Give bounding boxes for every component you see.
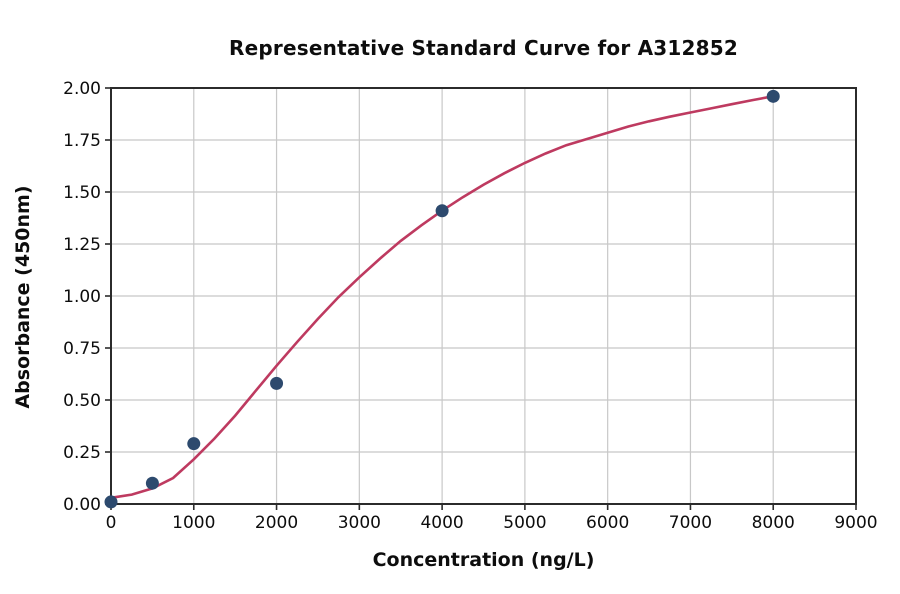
y-tick-label: 1.50 xyxy=(63,183,101,203)
y-tick-label: 0.25 xyxy=(63,443,101,463)
data-point xyxy=(270,376,284,390)
x-tick-label: 6000 xyxy=(586,513,629,533)
x-tick-label: 4000 xyxy=(420,513,463,533)
y-tick-label: 1.25 xyxy=(63,235,101,255)
x-tick-label: 3000 xyxy=(338,513,381,533)
y-tick-label: 0.75 xyxy=(63,339,101,359)
x-tick-label: 1000 xyxy=(172,513,215,533)
x-tick-label: 7000 xyxy=(669,513,712,533)
chart-title: Representative Standard Curve for A31285… xyxy=(229,36,738,60)
y-tick-label: 0.00 xyxy=(63,495,101,515)
x-tick-label: 8000 xyxy=(752,513,795,533)
y-tick-label: 0.50 xyxy=(63,391,101,411)
x-tick-label: 9000 xyxy=(834,513,877,533)
x-tick-label: 0 xyxy=(106,513,117,533)
data-point xyxy=(104,495,118,509)
data-point xyxy=(145,476,159,490)
y-tick-label: 1.00 xyxy=(63,287,101,307)
x-axis-label: Concentration (ng/L) xyxy=(372,549,595,571)
plot-border xyxy=(110,87,857,505)
data-point xyxy=(435,204,449,218)
x-tick-label: 2000 xyxy=(255,513,298,533)
x-tick-label: 5000 xyxy=(503,513,546,533)
y-tick-label: 2.00 xyxy=(63,79,101,99)
data-point xyxy=(187,437,201,451)
y-tick-label: 1.75 xyxy=(63,131,101,151)
data-point xyxy=(766,89,780,103)
